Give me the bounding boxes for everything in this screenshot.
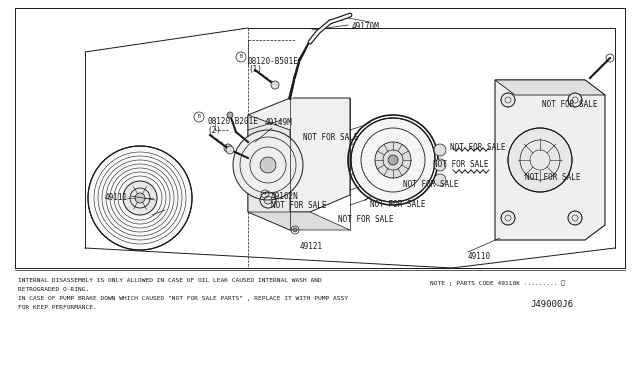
Text: IN CASE OF PUMP BRAKE DOWN WHICH CAUSED "NOT FOR SALE PARTS" , REPLACE IT WITH P: IN CASE OF PUMP BRAKE DOWN WHICH CAUSED … [18,296,348,301]
Text: INTERNAL DISASSEMBLY IS ONLY ALLOWED IN CASE OF OIL LEAK CAUSED INTERNAL WASH AN: INTERNAL DISASSEMBLY IS ONLY ALLOWED IN … [18,278,322,283]
Text: NOT FOR SALE: NOT FOR SALE [271,201,326,210]
Circle shape [434,174,446,186]
Polygon shape [495,80,605,240]
Polygon shape [495,80,605,95]
Text: J49000J6: J49000J6 [530,300,573,309]
Circle shape [434,159,446,171]
Circle shape [508,128,572,192]
Text: NOT FOR SALE: NOT FOR SALE [525,173,580,182]
Text: 08120-B201E: 08120-B201E [207,117,258,126]
Text: NOT FOR SALE: NOT FOR SALE [303,133,358,142]
Text: 49111: 49111 [105,193,128,202]
Text: 08120-B501E: 08120-B501E [248,57,299,66]
Circle shape [388,155,398,165]
Text: B: B [198,115,200,119]
Circle shape [351,118,435,202]
Circle shape [260,157,276,173]
Circle shape [293,228,297,232]
Text: NOT FOR SALE: NOT FOR SALE [338,215,394,224]
Circle shape [123,181,157,215]
Text: RETROGRADED O-RING.: RETROGRADED O-RING. [18,287,89,292]
Circle shape [375,142,411,178]
Text: NOT FOR SALE: NOT FOR SALE [403,180,458,189]
Circle shape [227,112,233,118]
Circle shape [501,211,515,225]
Circle shape [568,93,582,107]
Text: 49149M: 49149M [265,118,292,127]
Text: 49162N: 49162N [271,192,299,201]
Circle shape [226,146,234,154]
Polygon shape [248,212,350,230]
Circle shape [271,81,279,89]
Text: NOTE ; PARTS CODE 49110K ......... ⓐ: NOTE ; PARTS CODE 49110K ......... ⓐ [430,280,565,286]
Text: NOT FOR SALE: NOT FOR SALE [433,160,488,169]
Text: 49110: 49110 [468,252,491,261]
Circle shape [434,144,446,156]
Text: FOR KEEP PERFORMANCE.: FOR KEEP PERFORMANCE. [18,305,97,310]
Text: (2): (2) [207,126,221,135]
Text: (1): (1) [248,65,262,74]
Circle shape [501,93,515,107]
Polygon shape [248,115,290,230]
Circle shape [135,193,145,203]
Text: NOT FOR SALE: NOT FOR SALE [450,143,506,152]
Text: 49170M: 49170M [352,22,380,31]
Circle shape [88,146,192,250]
Text: 49121: 49121 [300,242,323,251]
Text: NOT FOR SALE: NOT FOR SALE [542,100,598,109]
Text: B: B [239,55,243,60]
Circle shape [233,130,303,200]
Circle shape [568,211,582,225]
Text: NOT FOR SALE: NOT FOR SALE [370,200,426,209]
Polygon shape [248,98,350,212]
Text: a: a [264,192,266,196]
Circle shape [226,146,230,150]
